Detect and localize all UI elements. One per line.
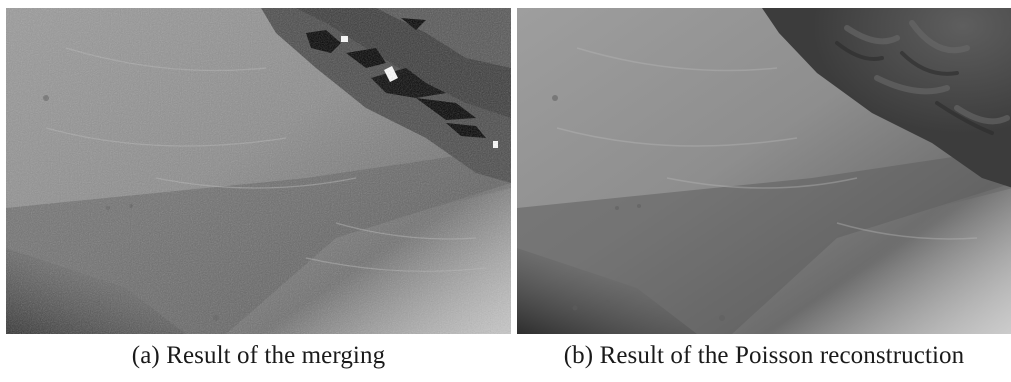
caption-a-label: (a) [131,342,160,369]
caption-b: (b) Result of the Poisson reconstruction [517,342,1011,370]
caption-b-text: Result of the Poisson reconstruction [599,342,965,369]
caption-a: (a) Result of the merging [6,342,511,370]
merged-terrain-image [6,8,511,334]
caption-a-text: Result of the merging [166,342,386,369]
caption-b-label: (b) [563,342,594,369]
poisson-terrain-image [517,8,1011,334]
